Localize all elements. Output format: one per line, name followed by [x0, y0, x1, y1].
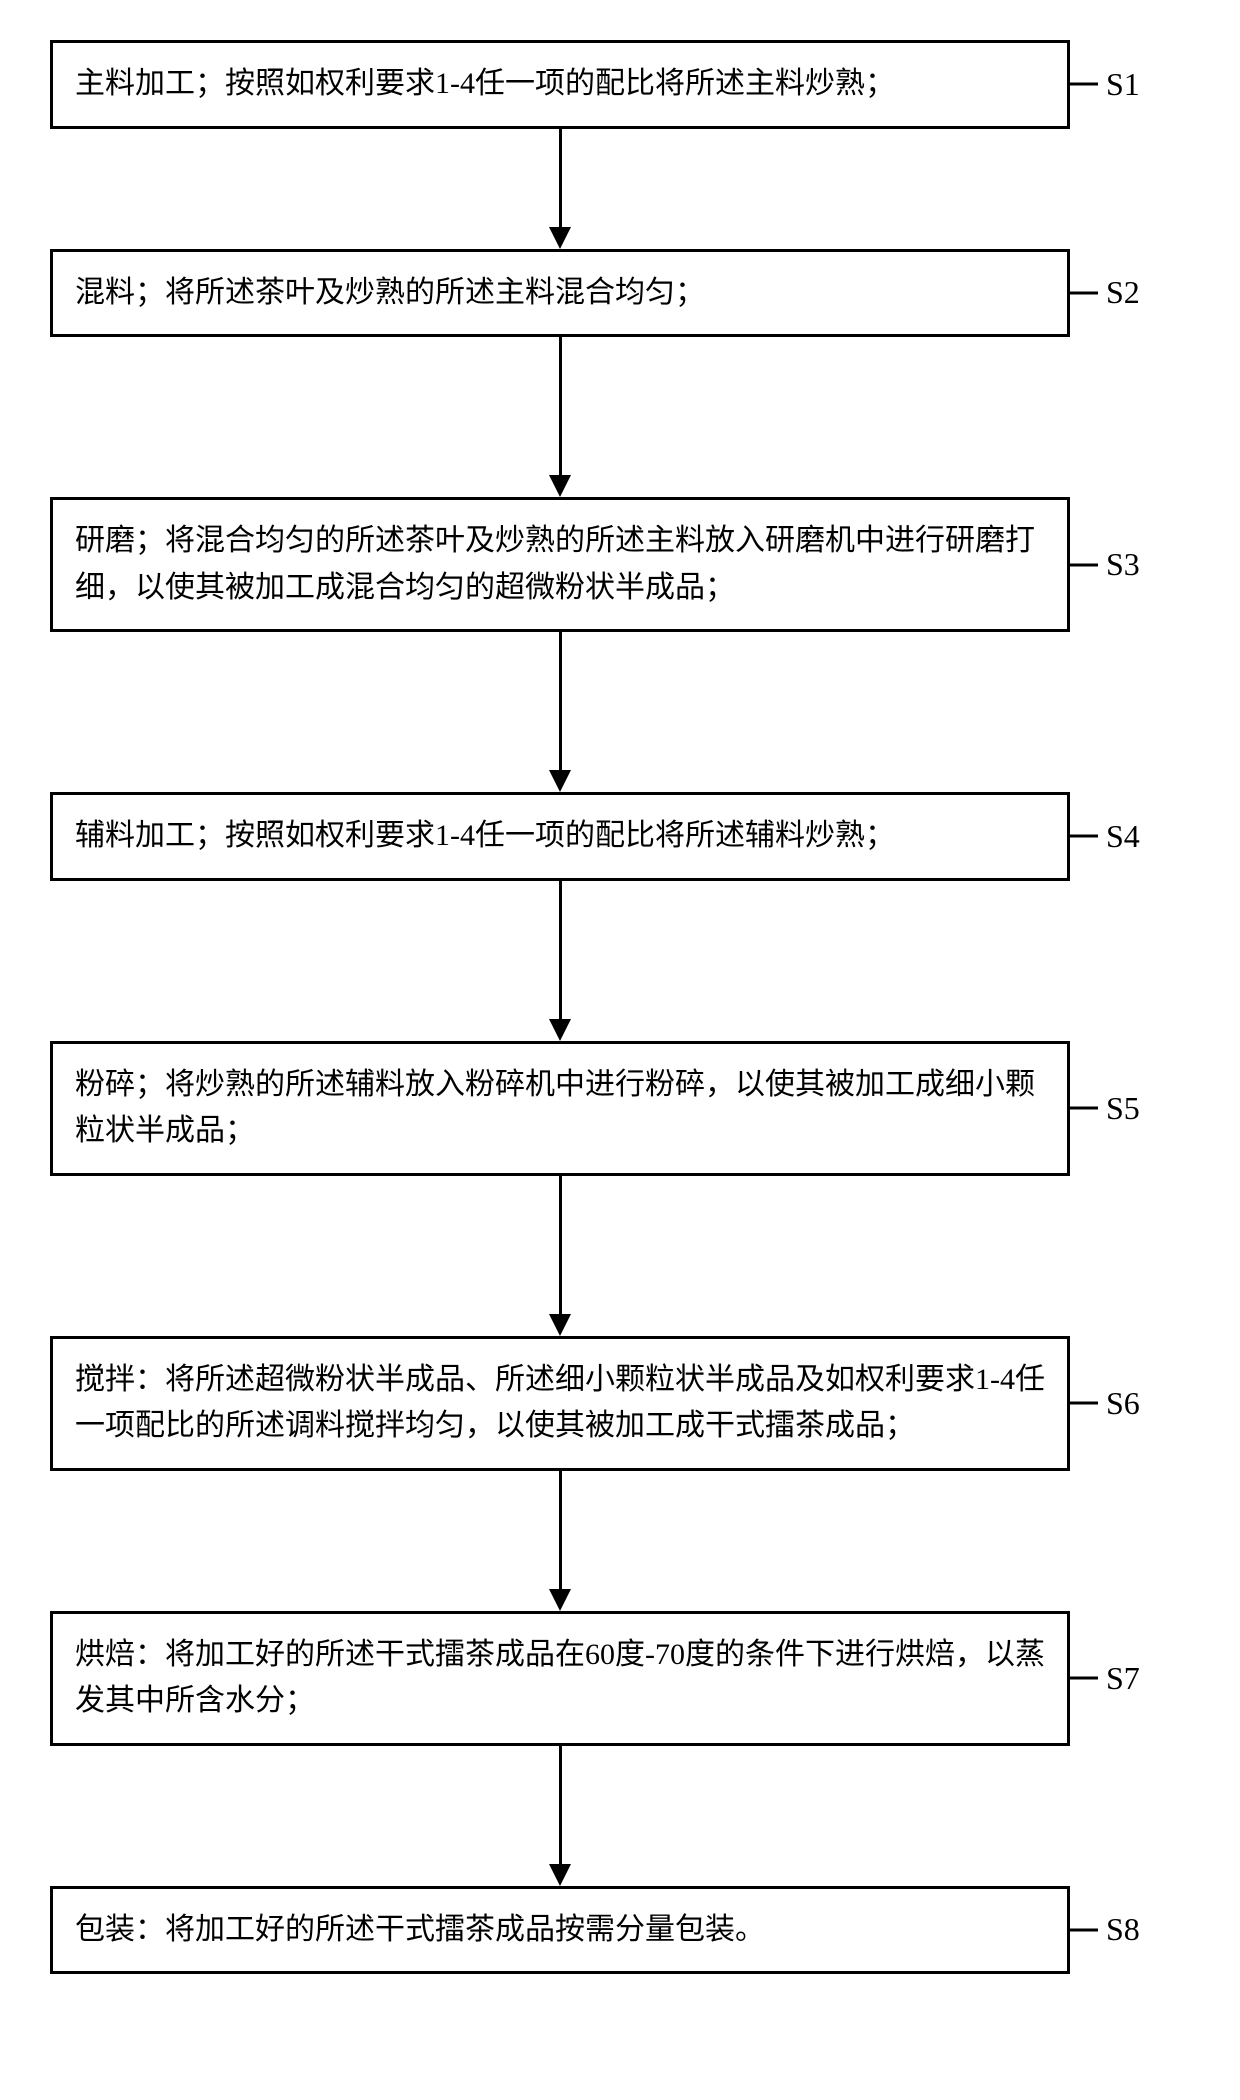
arrow-head-icon [549, 1019, 571, 1041]
connector-tick [1070, 83, 1098, 86]
arrow-head-icon [549, 770, 571, 792]
step-box-s8: 包装：将加工好的所述干式擂茶成品按需分量包装。 [50, 1886, 1070, 1975]
step-label: S5 [1106, 1090, 1140, 1127]
connector-tick [1070, 291, 1098, 294]
arrow-head-icon [549, 1589, 571, 1611]
arrow-down [549, 1471, 571, 1611]
arrow-head-icon [549, 475, 571, 497]
step-box-s7: 烘焙：将加工好的所述干式擂茶成品在60度-70度的条件下进行烘焙，以蒸发其中所含… [50, 1611, 1070, 1746]
connector-tick [1070, 1677, 1098, 1680]
arrow-head-icon [549, 1864, 571, 1886]
arrow-head-icon [549, 227, 571, 249]
step-box-s3: 研磨；将混合均匀的所述茶叶及炒熟的所述主料放入研磨机中进行研磨打细，以使其被加工… [50, 497, 1070, 632]
step-text: 主料加工；按照如权利要求1-4任一项的配比将所述主料炒熟； [75, 67, 895, 100]
step-row: 主料加工；按照如权利要求1-4任一项的配比将所述主料炒熟； S1 [50, 40, 1190, 129]
step-text: 辅料加工；按照如权利要求1-4任一项的配比将所述辅料炒熟； [75, 819, 895, 852]
arrow-down [549, 632, 571, 792]
arrow-line [559, 129, 562, 227]
step-text: 包装：将加工好的所述干式擂茶成品按需分量包装。 [75, 1913, 765, 1946]
flowchart-container: 主料加工；按照如权利要求1-4任一项的配比将所述主料炒熟； S1 混料；将所述茶… [50, 40, 1190, 1974]
step-row: 粉碎；将炒熟的所述辅料放入粉碎机中进行粉碎，以使其被加工成细小颗粒状半成品； S… [50, 1041, 1190, 1176]
arrow-line [559, 632, 562, 770]
arrow-down [549, 129, 571, 249]
label-connector: S6 [1070, 1385, 1190, 1422]
step-label: S7 [1106, 1660, 1140, 1697]
arrow-down [549, 337, 571, 497]
label-connector: S1 [1070, 66, 1190, 103]
connector-tick [1070, 835, 1098, 838]
step-label: S3 [1106, 546, 1140, 583]
arrow-line [559, 881, 562, 1019]
step-box-s6: 搅拌：将所述超微粉状半成品、所述细小颗粒状半成品及如权利要求1-4任一项配比的所… [50, 1336, 1070, 1471]
step-row: 辅料加工；按照如权利要求1-4任一项的配比将所述辅料炒熟； S4 [50, 792, 1190, 881]
step-row: 烘焙：将加工好的所述干式擂茶成品在60度-70度的条件下进行烘焙，以蒸发其中所含… [50, 1611, 1190, 1746]
step-text: 搅拌：将所述超微粉状半成品、所述细小颗粒状半成品及如权利要求1-4任一项配比的所… [75, 1363, 1045, 1443]
connector-tick [1070, 1402, 1098, 1405]
step-label: S2 [1106, 274, 1140, 311]
arrow-line [559, 1471, 562, 1589]
label-connector: S3 [1070, 546, 1190, 583]
arrow-line [559, 1176, 562, 1314]
step-text: 烘焙：将加工好的所述干式擂茶成品在60度-70度的条件下进行烘焙，以蒸发其中所含… [75, 1638, 1045, 1718]
arrow-down [549, 1176, 571, 1336]
label-connector: S7 [1070, 1660, 1190, 1697]
connector-tick [1070, 563, 1098, 566]
step-row: 包装：将加工好的所述干式擂茶成品按需分量包装。 S8 [50, 1886, 1190, 1975]
arrow-down [549, 1746, 571, 1886]
step-label: S8 [1106, 1911, 1140, 1948]
label-connector: S4 [1070, 818, 1190, 855]
step-label: S6 [1106, 1385, 1140, 1422]
step-box-s4: 辅料加工；按照如权利要求1-4任一项的配比将所述辅料炒熟； [50, 792, 1070, 881]
connector-tick [1070, 1107, 1098, 1110]
step-text: 混料；将所述茶叶及炒熟的所述主料混合均匀； [75, 276, 705, 309]
step-label: S4 [1106, 818, 1140, 855]
label-connector: S5 [1070, 1090, 1190, 1127]
arrow-line [559, 1746, 562, 1864]
label-connector: S2 [1070, 274, 1190, 311]
label-connector: S8 [1070, 1911, 1190, 1948]
arrow-down [549, 881, 571, 1041]
step-box-s2: 混料；将所述茶叶及炒熟的所述主料混合均匀； [50, 249, 1070, 338]
step-row: 混料；将所述茶叶及炒熟的所述主料混合均匀； S2 [50, 249, 1190, 338]
arrow-head-icon [549, 1314, 571, 1336]
step-label: S1 [1106, 66, 1140, 103]
step-row: 搅拌：将所述超微粉状半成品、所述细小颗粒状半成品及如权利要求1-4任一项配比的所… [50, 1336, 1190, 1471]
arrow-line [559, 337, 562, 475]
step-text: 粉碎；将炒熟的所述辅料放入粉碎机中进行粉碎，以使其被加工成细小颗粒状半成品； [75, 1068, 1035, 1148]
step-row: 研磨；将混合均匀的所述茶叶及炒熟的所述主料放入研磨机中进行研磨打细，以使其被加工… [50, 497, 1190, 632]
step-box-s5: 粉碎；将炒熟的所述辅料放入粉碎机中进行粉碎，以使其被加工成细小颗粒状半成品； [50, 1041, 1070, 1176]
step-box-s1: 主料加工；按照如权利要求1-4任一项的配比将所述主料炒熟； [50, 40, 1070, 129]
step-text: 研磨；将混合均匀的所述茶叶及炒熟的所述主料放入研磨机中进行研磨打细，以使其被加工… [75, 524, 1035, 604]
connector-tick [1070, 1928, 1098, 1931]
